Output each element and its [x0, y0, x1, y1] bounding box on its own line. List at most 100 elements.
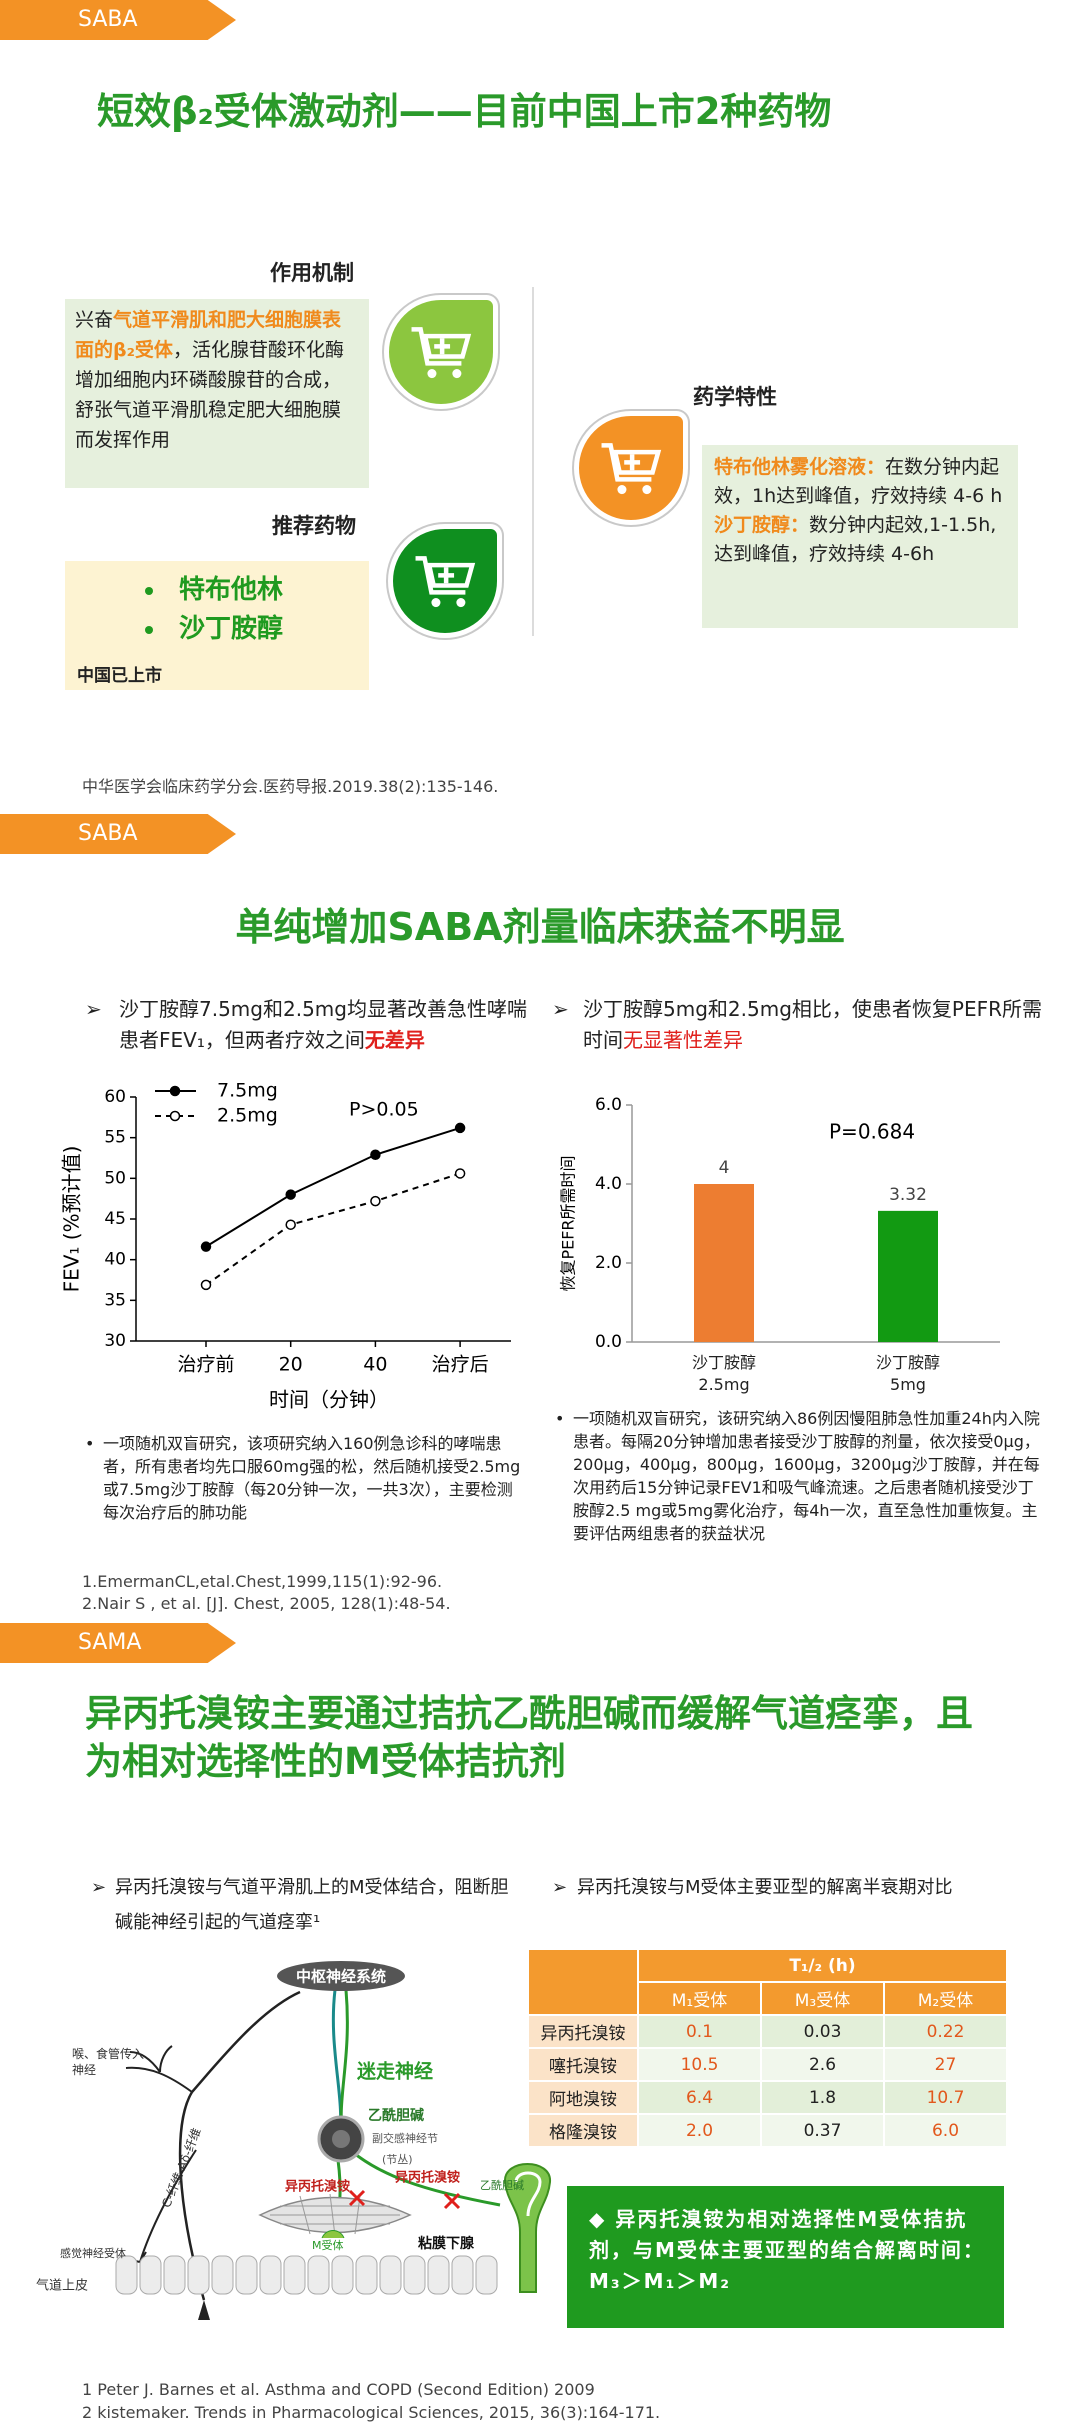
section-tag: SAMA: [0, 1623, 236, 1663]
point: [200, 1241, 212, 1252]
point: [370, 1195, 381, 1207]
diagram-label: M受体: [312, 2238, 344, 2252]
row-header: 阿地溴铵: [527, 2080, 639, 2115]
epithelium-cell: [355, 2255, 378, 2295]
x-tick-label: 40: [363, 1354, 387, 1376]
table-cell: 1.8: [760, 2080, 885, 2115]
diagram-label: 感觉神经受体: [60, 2246, 126, 2260]
x-tick-label: 20: [279, 1354, 303, 1376]
property-item: 特布他林雾化溶液：在数分钟内起效，1h达到峰值，疗效持续 4-6 h: [714, 453, 1006, 511]
bullet-point: 异丙托溴铵与M受体主要亚型的解离半衰期对比: [552, 1870, 1032, 1905]
y-tick-label: 35: [104, 1290, 126, 1310]
mechanism-box: 兴奋气道平滑肌和肥大细胞膜表面的β₂受体，活化腺苷酸环化酶增加细胞内环磷酸腺苷的…: [65, 299, 369, 488]
divider: [532, 287, 534, 636]
point: [454, 1168, 466, 1179]
epithelium-cell: [475, 2255, 498, 2295]
gland-lumen: [514, 2171, 542, 2217]
y-tick-label: 40: [104, 1250, 126, 1270]
table-row: 异丙托溴铵 0.1 0.03 0.22: [527, 2014, 1008, 2049]
drug-name: 特布他林: [179, 575, 284, 605]
point-text: 沙丁胺醇7.5mg和2.5mg均显著改善急性哮喘患者FEV₁，但两者疗效之间: [119, 997, 527, 1052]
reference: 1.EmermanCL,etal.Chest,1999,115(1):92-96…: [82, 1572, 443, 1591]
slide-title: 单纯增加SABA剂量临床获益不明显: [235, 905, 845, 949]
mechanism-highlight: 气道平滑肌和肥大细胞膜表面的β₂受体: [75, 309, 342, 361]
epithelium-cell: [235, 2255, 258, 2295]
properties-heading: 药学特性: [693, 385, 777, 409]
conclusion-box: ◆ 异丙托溴铵为相对选择性M受体拮抗剂，与M受体主要亚型的结合解离时间：M₃＞M…: [567, 2186, 1004, 2328]
table-header: T₁/₂ (h): [637, 1948, 1008, 1983]
diagram-label: 迷走神经: [356, 2060, 433, 2083]
epithelium-cell: [379, 2255, 402, 2295]
point: [454, 1122, 466, 1134]
x-tick-label: 沙丁胺醇 2.5mg: [691, 1353, 756, 1394]
gland: [503, 2163, 552, 2293]
property-text: 在数分钟内起效，1h达到峰值，疗效持续 4-6 h: [714, 456, 1003, 507]
y-tick-label: 60: [104, 1087, 126, 1107]
property-name: 特布他林雾化溶液：: [714, 456, 886, 478]
point: [370, 1149, 381, 1160]
block-mark: [348, 2189, 366, 2207]
y-tick-label: 6.0: [595, 1095, 622, 1115]
epithelium-cell: [163, 2255, 186, 2295]
bar: [878, 1210, 938, 1342]
table-cell: 6.0: [883, 2113, 1008, 2148]
block-mark: [443, 2192, 461, 2210]
row-header: 异丙托溴铵: [527, 2014, 639, 2049]
point-text: 沙丁胺醇5mg和2.5mg相比，使患者恢复PEFR所需时间: [583, 997, 1042, 1052]
diagram-label: 粘膜下腺: [418, 2235, 475, 2252]
diagram-label: 气道上皮: [36, 2278, 88, 2294]
legend-label: 2.5mg: [217, 1105, 278, 1127]
epithelium-cell: [187, 2255, 210, 2295]
drug-name: 沙丁胺醇: [179, 614, 284, 644]
legend-marker: [169, 1110, 181, 1122]
column-header: M₃受体: [760, 1981, 885, 2016]
bullet-point: 异丙托溴铵与气道平滑肌上的M受体结合，阻断胆碱能神经引起的气道痉挛¹: [91, 1870, 522, 1940]
value-label: 3.32: [889, 1185, 927, 1205]
table-cell: 10.7: [883, 2080, 1008, 2115]
table-cell: 0.22: [883, 2014, 1008, 2049]
drug-item: 特布他林: [145, 571, 283, 610]
properties-box: 特布他林雾化溶液：在数分钟内起效，1h达到峰值，疗效持续 4-6 h 沙丁胺醇：数…: [702, 445, 1018, 628]
section-tag-text: SABA: [78, 7, 138, 32]
m-receptor-shape: [321, 2230, 345, 2239]
recommended-heading: 推荐药物: [272, 514, 356, 538]
drug-item: 沙丁胺醇: [145, 610, 283, 649]
epithelium-cell: [139, 2255, 162, 2295]
value-label: 4: [719, 1158, 730, 1178]
table-cell: 27: [883, 2047, 1008, 2082]
column-header: M₂受体: [883, 1981, 1008, 2016]
section-tag-text: SAMA: [78, 1630, 142, 1655]
diagram-label: 副交感神经节: [372, 2131, 438, 2145]
epithelium-cell: [307, 2255, 330, 2295]
point: [200, 1279, 212, 1291]
slide-title: 短效β₂受体激动剂——目前中国上市2种药物: [97, 90, 832, 133]
diagram-label: 异丙托溴铵: [395, 2170, 460, 2186]
mechanism-diagram: 中枢神经系统 迷走神经 乙酰胆碱 副交感神经节 (节丛) 异丙托溴铵 异丙托溴铵…: [36, 1961, 552, 2320]
table-cell: 6.4: [637, 2080, 762, 2115]
epithelium-cell: [331, 2255, 354, 2295]
line-chart: 30 35 40 45 50 55 60 治疗前 20 40 治疗后 7.5mg 2.5mg P>0.05…: [60, 1080, 511, 1412]
x-tick-label: 治疗前: [177, 1354, 234, 1376]
diagram-label: 乙酰胆碱: [368, 2107, 424, 2124]
y-tick-label: 55: [104, 1128, 126, 1148]
table-row: T₁/₂ (h): [527, 1948, 1008, 2016]
ganglion-core: [332, 2130, 350, 2148]
property-text: 数分钟内起效,1-1.5h,达到峰值，疗效持续 4-6h: [714, 514, 997, 565]
table-cell: 0.1: [637, 2014, 762, 2049]
diagram-label: 异丙托溴铵: [285, 2179, 350, 2195]
bar-chart: 0.0 2.0 4.0 6.0 4 3.32 P=0.684 恢复PEFR所需时间: [559, 1095, 1000, 1352]
table-corner: [527, 1948, 639, 2016]
epithelium-cell: [259, 2255, 282, 2295]
cart-icon: [411, 327, 472, 379]
table-cell: 0.03: [760, 2014, 885, 2049]
recommended-icon: [388, 524, 502, 638]
reference: 1 Peter J. Barnes et al. Asthma and COPD…: [82, 2380, 595, 2399]
table-row: 阿地溴铵 6.4 1.8 10.7: [527, 2080, 1008, 2115]
section-tag: SABA: [0, 0, 236, 40]
section-tag-text: SABA: [78, 821, 138, 846]
table-row: M₁受体 M₃受体 M₂受体: [528, 1981, 1008, 2016]
nerve-branch: [125, 2045, 193, 2093]
bullet-dot: [145, 626, 153, 634]
